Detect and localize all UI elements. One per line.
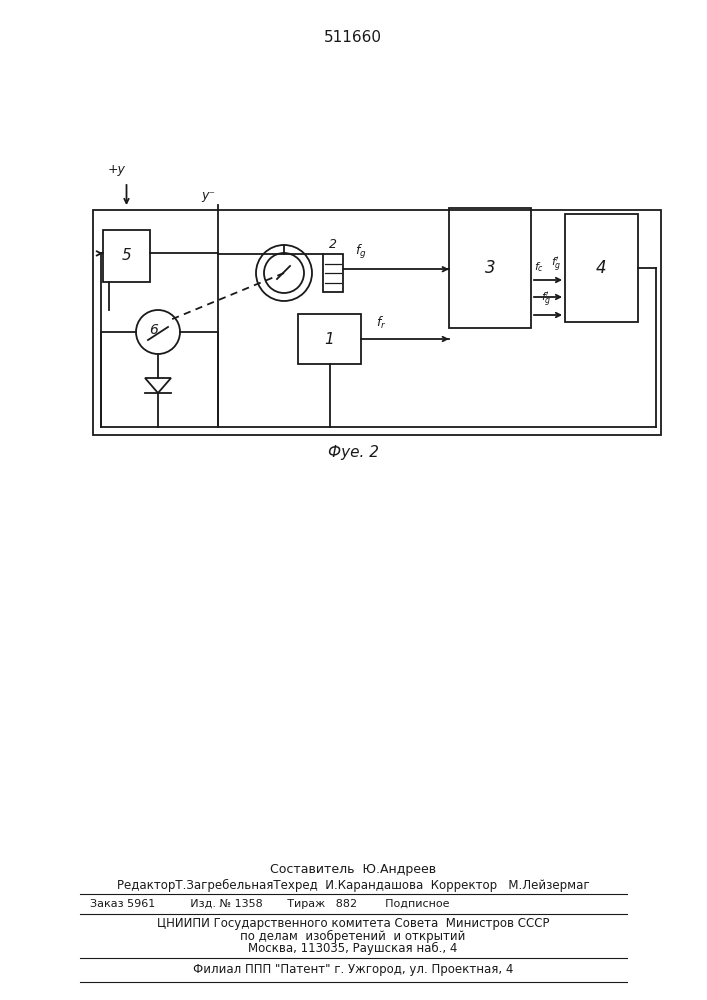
Text: РедакторТ.ЗагребельнаяТехред  И.Карандашова  Корректор   М.Лейзермаг: РедакторТ.ЗагребельнаяТехред И.Карандашо… bbox=[117, 878, 590, 892]
Text: Составитель  Ю.Андреев: Составитель Ю.Андреев bbox=[270, 863, 436, 876]
Text: по делам  изобретений  и открытий: по делам изобретений и открытий bbox=[240, 929, 466, 943]
Bar bbox=[565, 214, 638, 322]
Text: 511660: 511660 bbox=[324, 29, 382, 44]
Text: $f_g'$: $f_g'$ bbox=[541, 290, 551, 309]
Bar bbox=[323, 254, 343, 292]
Text: ЦНИИПИ Государственного комитета Совета  Министров СССР: ЦНИИПИ Государственного комитета Совета … bbox=[157, 918, 549, 930]
Text: Заказ 5961          Изд. № 1358       Тираж   882        Подписное: Заказ 5961 Изд. № 1358 Тираж 882 Подписн… bbox=[90, 899, 450, 909]
Text: 1: 1 bbox=[325, 332, 334, 347]
Text: 4: 4 bbox=[596, 259, 607, 277]
Text: 6: 6 bbox=[150, 323, 158, 337]
Bar bbox=[103, 230, 150, 282]
Text: $f_g'$: $f_g'$ bbox=[551, 255, 561, 274]
Text: $f_r$: $f_r$ bbox=[376, 315, 386, 331]
Text: $f_g$: $f_g$ bbox=[355, 243, 367, 261]
Text: у⁻: у⁻ bbox=[201, 189, 215, 202]
Text: $f_c$: $f_c$ bbox=[534, 260, 544, 274]
Text: 5: 5 bbox=[122, 248, 132, 263]
Text: 2: 2 bbox=[329, 237, 337, 250]
Text: +у: +у bbox=[107, 163, 125, 176]
Bar bbox=[449, 208, 531, 328]
Bar bbox=[93, 210, 661, 435]
Text: Фуе. 2: Фуе. 2 bbox=[327, 446, 378, 460]
Text: 3: 3 bbox=[485, 259, 496, 277]
Bar bbox=[298, 314, 361, 364]
Text: Москва, 113035, Раушская наб., 4: Москва, 113035, Раушская наб., 4 bbox=[248, 941, 457, 955]
Text: Филиал ППП "Патент" г. Ужгород, ул. Проектная, 4: Филиал ППП "Патент" г. Ужгород, ул. Прое… bbox=[193, 962, 513, 976]
